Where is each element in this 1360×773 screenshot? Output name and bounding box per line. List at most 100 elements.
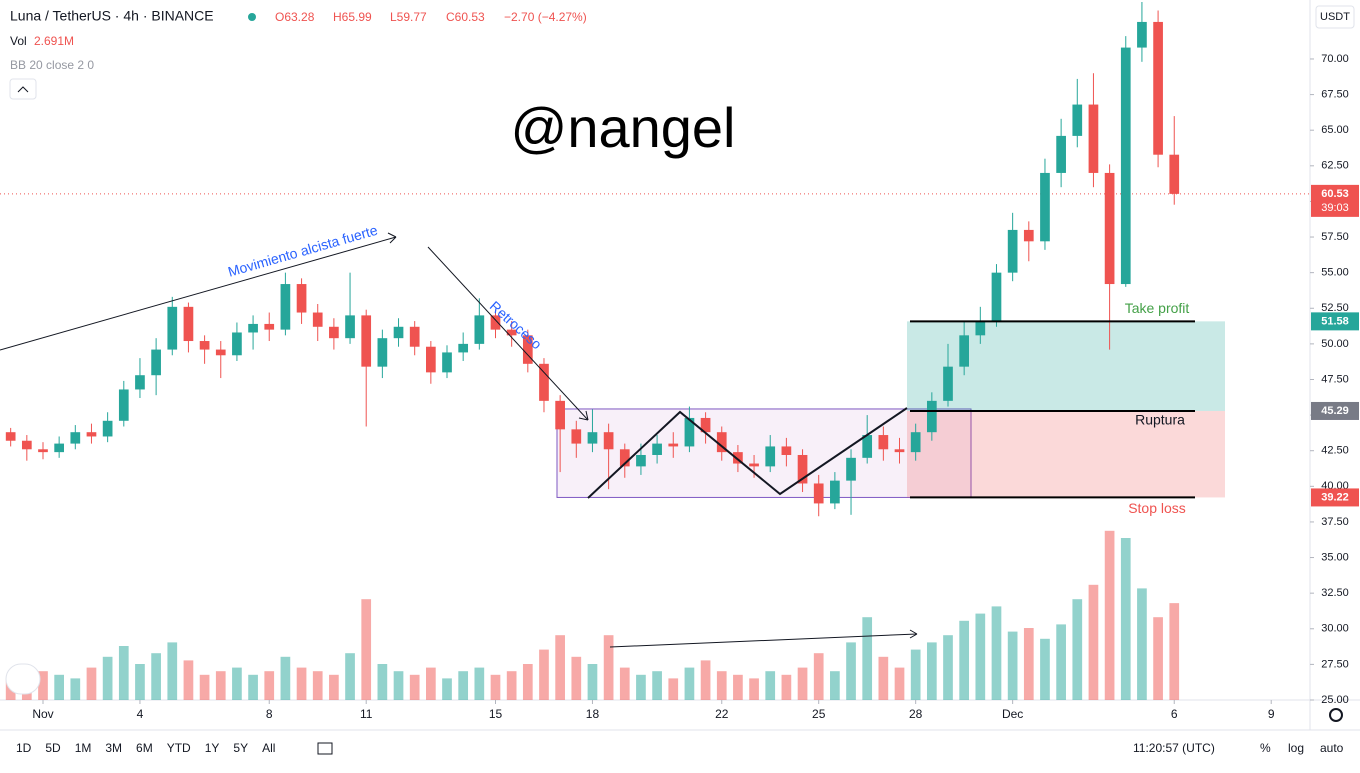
x-tick-label: 6 (1171, 707, 1178, 721)
volume-bar (506, 671, 517, 700)
volume-bar (571, 656, 582, 700)
x-tick-label: Nov (32, 707, 53, 721)
candle-body (830, 480, 840, 504)
candle-body (70, 432, 81, 444)
x-tick-label: 11 (360, 707, 373, 721)
candle-body (1153, 21, 1163, 155)
range-button[interactable]: 1M (75, 741, 92, 755)
volume-bar (329, 674, 339, 700)
take-profit-price-label: 51.58 (1321, 315, 1349, 327)
volume-bar (248, 674, 258, 700)
range-button[interactable]: 1Y (205, 741, 220, 755)
vol-name: Vol (10, 34, 27, 48)
volume-bar (118, 646, 129, 700)
y-tick-label: 32.50 (1321, 587, 1349, 599)
range-button[interactable]: 5Y (233, 741, 248, 755)
candle-body (377, 338, 388, 367)
calendar-icon[interactable] (317, 742, 333, 755)
candle-body (345, 315, 355, 339)
settings-icon[interactable] (1329, 708, 1343, 722)
volume-bar (749, 678, 759, 700)
profit-zone (907, 321, 1225, 411)
volume-bar (70, 678, 81, 700)
stop-loss-price-box (1311, 488, 1359, 507)
ohlc-close: C60.53 (446, 10, 485, 24)
volume-bar (1007, 631, 1018, 700)
collapse-button[interactable] (9, 78, 37, 100)
volume-bar (135, 664, 145, 700)
volume-bar (830, 671, 840, 700)
volume-bar (959, 620, 970, 700)
candle-body (781, 446, 792, 455)
range-button[interactable]: 1D (16, 741, 32, 755)
x-tick-label: 4 (137, 707, 144, 721)
volume-bar (312, 671, 323, 700)
range-button[interactable]: 6M (136, 741, 153, 755)
volume-bar (603, 635, 614, 700)
candle-body (862, 435, 873, 458)
volume-bar (151, 653, 161, 700)
volume-bar (1023, 628, 1034, 700)
toolbar: 11:20:57 (UTC) % log auto 1D 5D 1M 3M 6M YTD 1… (5, 663, 1344, 755)
stop-loss-label: Stop loss (1128, 500, 1186, 516)
range-button[interactable]: 3M (105, 741, 122, 755)
volume-bar (1088, 584, 1099, 700)
x-tick-label: 28 (909, 707, 923, 721)
candle-body (409, 326, 420, 347)
candle-body (248, 323, 258, 333)
range-button[interactable]: All (262, 741, 275, 755)
volume-bar (361, 599, 372, 700)
y-tick-label: 65.00 (1321, 124, 1349, 136)
candle-body (1120, 47, 1131, 285)
volume-bar (458, 671, 469, 700)
volume-bar (684, 667, 695, 700)
volume-bar (522, 664, 533, 700)
candle-body (926, 400, 937, 433)
volume-bar (183, 660, 194, 700)
candle-body (442, 352, 452, 373)
volume-bar (490, 674, 501, 700)
x-tick-label: Dec (1002, 707, 1023, 721)
candle-body (539, 363, 549, 401)
breakout-label: Ruptura (1135, 412, 1185, 428)
candle-body (490, 315, 501, 330)
volume-bar (587, 664, 598, 700)
percent-toggle[interactable]: % (1260, 741, 1271, 755)
volume-bar (878, 656, 889, 700)
volume-bar (345, 653, 355, 700)
volume-bar (733, 674, 743, 700)
candle-body (361, 315, 372, 367)
volume-bar (1104, 530, 1115, 700)
last-price-label: 60.53 (1321, 188, 1349, 200)
volume-bar (1040, 638, 1050, 700)
y-tick-label: 47.50 (1321, 373, 1349, 385)
volume-bar (781, 674, 792, 700)
last-price-box (1311, 184, 1359, 217)
volume-bar (813, 653, 824, 700)
range-button[interactable]: 5D (45, 741, 61, 755)
range-button[interactable]: YTD (167, 741, 191, 755)
y-tick-label: 57.50 (1321, 231, 1349, 243)
auto-toggle[interactable]: auto (1320, 741, 1344, 755)
ohlc-high: H65.99 (333, 10, 372, 24)
x-tick-label: 25 (812, 707, 826, 721)
volume-layer (5, 530, 1180, 700)
candle-body (684, 417, 695, 447)
volume-trend (609, 633, 918, 648)
y-tick-label: 27.50 (1321, 658, 1349, 670)
log-toggle[interactable]: log (1288, 741, 1304, 755)
candle-body (991, 272, 1002, 322)
volume-bar (619, 667, 630, 700)
volume-bar (1056, 624, 1066, 700)
volume-bar (668, 678, 679, 700)
volume-bar (102, 656, 113, 700)
candle-body (183, 306, 194, 342)
candle-body (458, 343, 469, 353)
currency-box[interactable] (1315, 5, 1355, 29)
indicator: BB 20 close 2 0 (10, 58, 94, 72)
x-tick-label: 9 (1268, 707, 1275, 721)
candle-body (54, 443, 64, 453)
volume-bar (652, 671, 662, 700)
volume-bar (264, 671, 275, 700)
